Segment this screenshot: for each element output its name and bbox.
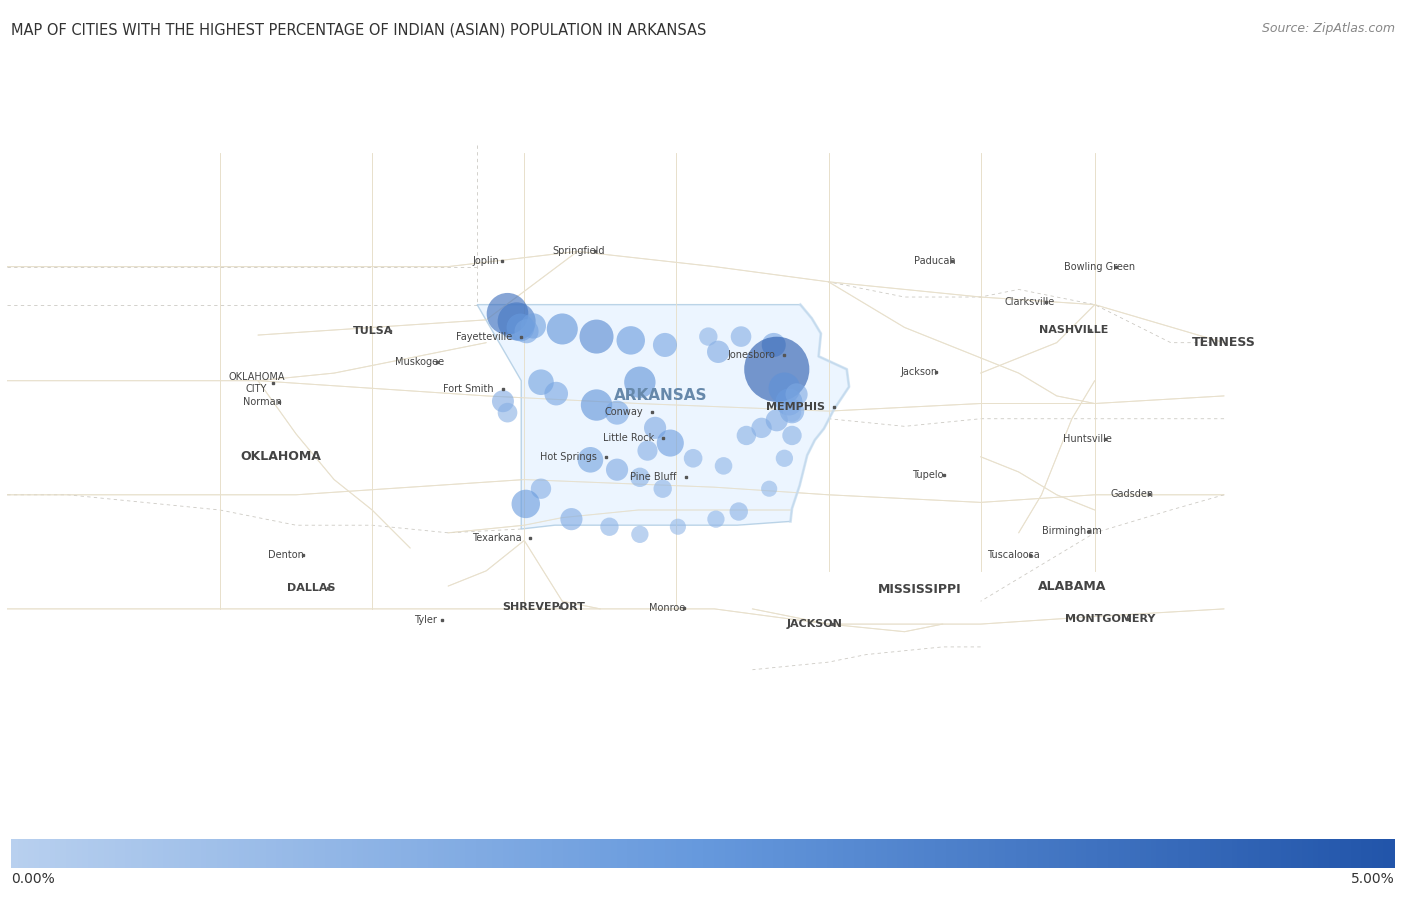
Text: 0.00%: 0.00% <box>11 872 55 886</box>
Point <box>509 320 531 334</box>
Text: Texarkana: Texarkana <box>471 533 522 543</box>
Point <box>585 398 607 413</box>
Text: Tuscaloosa: Tuscaloosa <box>987 550 1039 560</box>
Text: Hot Springs: Hot Springs <box>540 452 596 462</box>
Point <box>546 387 568 401</box>
Point <box>585 329 607 343</box>
Text: NASHVILLE: NASHVILLE <box>1039 325 1108 334</box>
Point <box>579 452 602 467</box>
Point <box>654 338 676 352</box>
Point <box>765 362 787 377</box>
Text: Huntsville: Huntsville <box>1063 434 1112 444</box>
Point <box>773 381 796 396</box>
Point <box>666 520 689 534</box>
Text: Paducah: Paducah <box>914 255 956 265</box>
Text: OKLAHOMA
CITY: OKLAHOMA CITY <box>228 372 285 394</box>
Point <box>522 319 544 334</box>
Point <box>551 322 574 336</box>
Point <box>778 395 800 409</box>
Point <box>530 375 553 389</box>
Text: JACKSON: JACKSON <box>787 619 842 629</box>
Point <box>713 458 735 473</box>
Text: Springfield: Springfield <box>553 245 605 255</box>
Text: 5.00%: 5.00% <box>1351 872 1395 886</box>
Point <box>758 482 780 496</box>
Point <box>780 404 803 418</box>
Text: Monroe: Monroe <box>650 603 685 613</box>
Text: MAP OF CITIES WITH THE HIGHEST PERCENTAGE OF INDIAN (ASIAN) POPULATION IN ARKANS: MAP OF CITIES WITH THE HIGHEST PERCENTAG… <box>11 22 707 38</box>
Text: OKLAHOMA: OKLAHOMA <box>240 450 322 463</box>
Text: Denton: Denton <box>269 550 304 560</box>
Point <box>560 512 582 526</box>
Text: Fort Smith: Fort Smith <box>443 384 494 394</box>
Point <box>492 394 515 408</box>
Text: Jackson: Jackson <box>900 368 938 378</box>
Text: Conway: Conway <box>605 407 643 417</box>
Point <box>515 497 537 512</box>
Text: MEMPHIS: MEMPHIS <box>766 403 825 413</box>
Point <box>735 428 758 442</box>
Point <box>707 344 730 359</box>
Text: Fayetteville: Fayetteville <box>456 333 512 343</box>
Point <box>704 512 727 526</box>
Text: Gadsden: Gadsden <box>1111 489 1153 499</box>
Text: DALLAS: DALLAS <box>287 583 336 592</box>
Point <box>786 387 808 402</box>
Text: Source: ZipAtlas.com: Source: ZipAtlas.com <box>1261 22 1395 35</box>
Point <box>505 314 527 328</box>
Text: Bowling Green: Bowling Green <box>1064 263 1135 272</box>
Point <box>496 307 519 321</box>
Point <box>773 451 796 466</box>
Point <box>515 324 537 338</box>
Point <box>762 338 785 352</box>
Point <box>780 428 803 442</box>
Text: Clarksville: Clarksville <box>1004 298 1054 307</box>
Text: SHREVEPORT: SHREVEPORT <box>502 602 585 612</box>
Point <box>659 436 682 450</box>
Text: Norman: Norman <box>243 397 283 407</box>
Point <box>651 482 673 496</box>
Point <box>606 405 628 420</box>
Text: Tyler: Tyler <box>413 615 437 626</box>
Text: Muskogee: Muskogee <box>395 357 444 367</box>
Point <box>637 443 659 458</box>
Text: TULSA: TULSA <box>353 326 394 336</box>
Text: Jonesboro: Jonesboro <box>727 350 775 360</box>
Polygon shape <box>477 305 849 529</box>
Text: Joplin: Joplin <box>472 255 499 265</box>
Text: ARKANSAS: ARKANSAS <box>614 388 707 404</box>
Text: Little Rock: Little Rock <box>603 432 654 442</box>
Point <box>496 405 519 420</box>
Text: MONTGOMERY: MONTGOMERY <box>1064 614 1156 624</box>
Point <box>628 470 651 485</box>
Point <box>730 329 752 343</box>
Text: TENNESS: TENNESS <box>1192 336 1256 349</box>
Text: Tupelo: Tupelo <box>911 470 943 480</box>
Text: MISSISSIPPI: MISSISSIPPI <box>877 583 962 596</box>
Point <box>780 405 803 420</box>
Point <box>598 520 620 534</box>
Point <box>727 504 749 519</box>
Point <box>682 451 704 466</box>
Point <box>765 413 787 427</box>
Point <box>620 334 643 348</box>
Point <box>628 527 651 541</box>
Point <box>530 482 553 496</box>
Point <box>628 375 651 389</box>
Point <box>644 421 666 435</box>
Point <box>606 462 628 476</box>
Point <box>751 421 773 435</box>
Point <box>697 329 720 343</box>
Text: Pine Bluff: Pine Bluff <box>630 472 676 482</box>
Text: Birmingham: Birmingham <box>1042 526 1102 537</box>
Text: ALABAMA: ALABAMA <box>1038 580 1107 592</box>
